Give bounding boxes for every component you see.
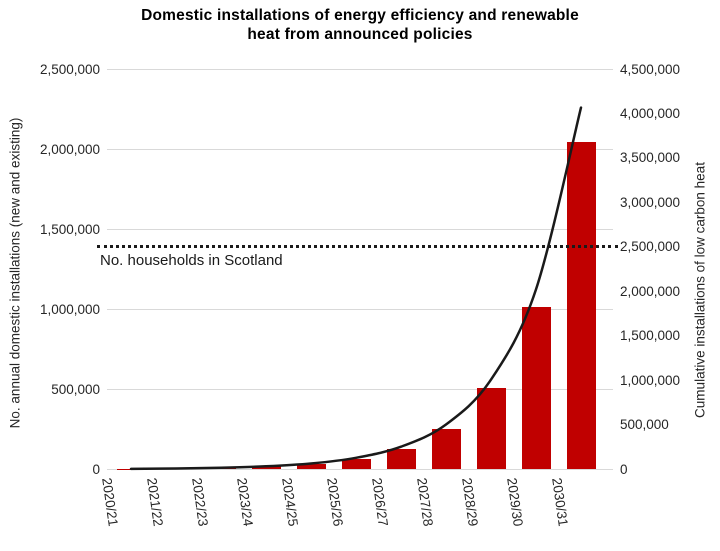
y-axis-tick-right: 2,000,000 bbox=[620, 283, 681, 299]
y-axis-tick-right: 4,500,000 bbox=[620, 61, 681, 77]
y-axis-tick-left: 0 bbox=[92, 461, 100, 477]
y-axis-tick-right: 3,500,000 bbox=[620, 150, 681, 166]
x-axis-label: 2026/27 bbox=[369, 476, 391, 528]
y-axis-tick-left: 2,500,000 bbox=[39, 61, 100, 77]
x-axis-label: 2020/21 bbox=[99, 476, 121, 528]
y-axis-tick-right: 3,000,000 bbox=[620, 194, 681, 210]
x-axis-label: 2030/31 bbox=[549, 476, 571, 528]
y-axis-tick-left: 1,500,000 bbox=[39, 221, 100, 237]
y-axis-tick-right: 0 bbox=[620, 461, 628, 477]
y-axis-right-title: Cumulative installations of low carbon h… bbox=[692, 162, 708, 418]
gridline bbox=[107, 68, 613, 70]
x-axis-label: 2029/30 bbox=[504, 476, 526, 528]
x-axis-label: 2027/28 bbox=[414, 476, 436, 528]
x-axis-label: 2022/23 bbox=[189, 476, 211, 528]
reference-line-households bbox=[97, 245, 618, 249]
reference-line-label: No. households in Scotland bbox=[100, 251, 283, 269]
bar-2024-25 bbox=[296, 463, 326, 469]
gridline bbox=[107, 228, 613, 230]
chart-title-line2: heat from announced policies bbox=[247, 26, 473, 43]
y-axis-tick-left: 2,000,000 bbox=[39, 141, 100, 157]
x-axis-label: 2024/25 bbox=[279, 476, 301, 528]
bar-2023-24 bbox=[251, 466, 281, 469]
gridline bbox=[107, 148, 613, 150]
y-axis-tick-right: 2,500,000 bbox=[620, 239, 681, 255]
y-axis-left-title: No. annual domestic installations (new a… bbox=[7, 117, 23, 429]
bar-2027-28 bbox=[431, 429, 461, 469]
y-axis-tick-left: 500,000 bbox=[51, 381, 100, 397]
y-axis-tick-right: 1,500,000 bbox=[620, 328, 681, 344]
bar-2025-26 bbox=[341, 458, 371, 469]
y-axis-tick-right: 1,000,000 bbox=[620, 372, 681, 388]
bar-2028-29 bbox=[476, 388, 506, 469]
x-axis-label: 2025/26 bbox=[324, 476, 346, 528]
bar-2021-22 bbox=[161, 468, 191, 469]
x-axis-label: 2023/24 bbox=[234, 476, 256, 528]
bar-2026-27 bbox=[386, 449, 416, 469]
x-axis-label: 2021/22 bbox=[144, 476, 166, 528]
bar-2030-31 bbox=[566, 141, 596, 469]
chart-title: Domestic installations of energy efficie… bbox=[0, 6, 720, 44]
bar-2029-30 bbox=[521, 306, 551, 469]
bar-2022-23 bbox=[206, 467, 236, 469]
cumulative-line bbox=[129, 106, 583, 471]
chart-title-line1: Domestic installations of energy efficie… bbox=[141, 7, 579, 24]
y-axis-tick-right: 500,000 bbox=[620, 417, 669, 433]
y-axis-tick-right: 4,000,000 bbox=[620, 105, 681, 121]
x-axis-label: 2028/29 bbox=[459, 476, 481, 528]
y-axis-tick-left: 1,000,000 bbox=[39, 301, 100, 317]
